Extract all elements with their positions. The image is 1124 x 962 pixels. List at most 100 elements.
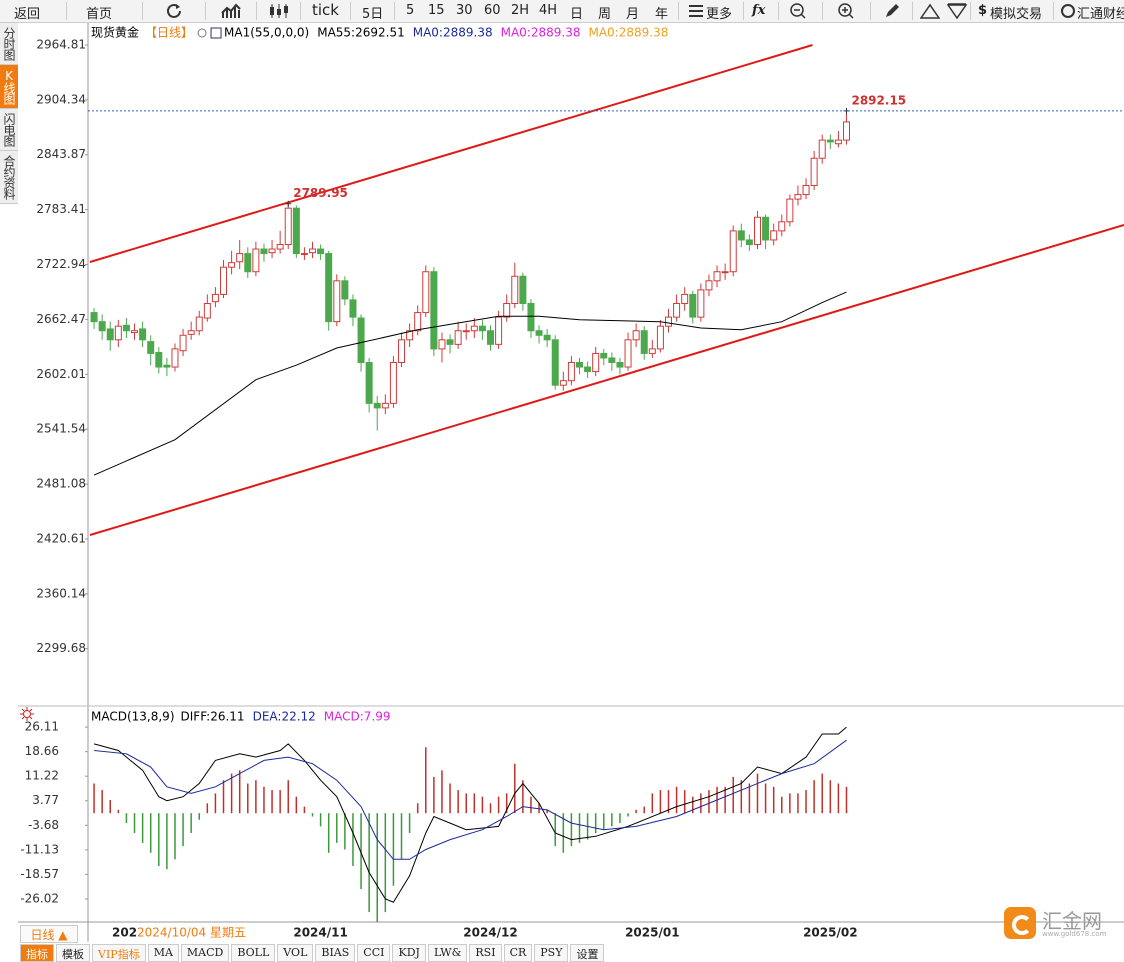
legend-item: MA0:2889.38 bbox=[588, 26, 668, 40]
indicator-tab[interactable]: CCI bbox=[357, 944, 391, 962]
indicator-tab[interactable]: 模板 bbox=[56, 944, 90, 962]
settings-icon[interactable] bbox=[20, 707, 34, 721]
separator bbox=[205, 2, 206, 20]
candle-body bbox=[705, 280, 713, 291]
indicator-tab[interactable]: VOL bbox=[277, 944, 314, 962]
refresh-icon[interactable] bbox=[166, 3, 184, 19]
candle-body bbox=[406, 330, 414, 341]
candle-body bbox=[600, 352, 608, 359]
candle-body bbox=[810, 157, 818, 186]
separator bbox=[912, 2, 913, 20]
candle-body bbox=[244, 253, 252, 273]
candle-body bbox=[737, 230, 745, 241]
formula-button[interactable]: fx bbox=[752, 3, 766, 18]
candle-body bbox=[826, 139, 834, 143]
side-tab[interactable]: 闪电图 bbox=[0, 109, 18, 151]
candle-body bbox=[398, 339, 406, 364]
y-tick-label: 2299.68 bbox=[36, 641, 86, 655]
legend-title: MACD(13,8,9) bbox=[91, 710, 175, 724]
zoom-in-icon[interactable] bbox=[837, 3, 855, 19]
candle-body bbox=[567, 362, 575, 382]
candle-body bbox=[632, 330, 640, 341]
chart-icon[interactable] bbox=[221, 3, 241, 19]
sim-trade-button[interactable]: 模拟交易 bbox=[990, 7, 1043, 22]
indicator-tab[interactable]: 设置 bbox=[570, 944, 605, 962]
period-button[interactable]: 30 bbox=[456, 3, 473, 18]
zoom-out-icon[interactable] bbox=[789, 3, 807, 19]
candle-body bbox=[90, 312, 98, 323]
candle-body bbox=[422, 271, 430, 314]
period-button[interactable]: 60 bbox=[484, 3, 501, 18]
indicator-tab[interactable]: RSI bbox=[469, 944, 502, 962]
indicator-tab[interactable]: MA bbox=[147, 944, 179, 962]
period-button[interactable]: 15 bbox=[428, 3, 445, 18]
candle-body bbox=[292, 207, 300, 255]
period-button[interactable]: 日 bbox=[570, 7, 584, 22]
legend-item: MACD:7.99 bbox=[324, 710, 391, 724]
candle-body bbox=[786, 198, 794, 223]
indicator-tab[interactable]: BIAS bbox=[315, 944, 356, 962]
candle-body bbox=[381, 402, 389, 409]
candle-body bbox=[309, 248, 317, 254]
period-button[interactable]: 2H bbox=[511, 3, 530, 18]
indicator-tab[interactable]: PSY bbox=[534, 944, 569, 962]
indicator-tab[interactable]: LW& bbox=[427, 944, 468, 962]
pencil-icon[interactable] bbox=[884, 3, 900, 19]
side-tab[interactable]: K线图 bbox=[0, 65, 18, 109]
separator bbox=[142, 2, 143, 20]
indicator-tab[interactable]: BOLL bbox=[231, 944, 276, 962]
period-button[interactable]: 月 bbox=[626, 7, 640, 22]
back-button[interactable]: 返回 bbox=[14, 7, 41, 22]
more-button[interactable]: 更多 bbox=[706, 7, 733, 22]
candle-icon[interactable] bbox=[268, 3, 290, 19]
y-tick-label: -11.13 bbox=[20, 842, 59, 856]
separator bbox=[394, 2, 395, 20]
triangle-down-icon[interactable] bbox=[947, 3, 967, 19]
high-label: 2892.15 bbox=[851, 93, 906, 107]
period-button[interactable]: 5 bbox=[406, 3, 415, 18]
candle-body bbox=[373, 402, 381, 409]
period-button[interactable]: 4H bbox=[539, 3, 558, 18]
side-tab[interactable]: 分时图 bbox=[0, 23, 18, 65]
y-tick-label: 2843.87 bbox=[36, 147, 86, 161]
candle-body bbox=[438, 339, 446, 350]
dollar-icon[interactable]: $ bbox=[978, 3, 988, 18]
period-button[interactable]: 周 bbox=[598, 7, 612, 22]
separator bbox=[350, 2, 351, 20]
period-selector[interactable]: 日线 ▲ bbox=[20, 925, 78, 943]
y-tick-label: 2722.94 bbox=[36, 257, 86, 271]
indicator-tab[interactable]: MACD bbox=[180, 944, 230, 962]
candle-body bbox=[114, 325, 122, 341]
side-tab[interactable]: 合约资料 bbox=[0, 151, 18, 204]
indicator-tab[interactable]: KDJ bbox=[392, 944, 426, 962]
triangle-up-icon[interactable] bbox=[920, 3, 940, 19]
candle-body bbox=[462, 330, 470, 333]
brand-button[interactable]: 汇通财经 bbox=[1077, 7, 1124, 22]
menu-icon[interactable] bbox=[689, 5, 703, 17]
candle-body bbox=[300, 253, 308, 256]
period-button[interactable]: tick bbox=[312, 1, 339, 19]
line-series bbox=[93, 726, 847, 903]
indicator-tab[interactable]: 指标 bbox=[20, 944, 54, 962]
indicator-tab[interactable]: VIP指标 bbox=[92, 944, 146, 962]
candle-body bbox=[697, 289, 705, 318]
candle-body bbox=[446, 339, 454, 345]
line-series bbox=[93, 291, 847, 476]
candle-body bbox=[624, 339, 632, 368]
candle-body bbox=[487, 330, 495, 345]
y-tick-label: 2964.81 bbox=[36, 37, 86, 51]
period-button[interactable]: 年 bbox=[655, 7, 669, 22]
y-tick-label: 3.77 bbox=[32, 793, 59, 807]
watermark-url: www.gold678.com bbox=[1042, 930, 1107, 938]
y-tick-label: 2541.54 bbox=[36, 422, 86, 436]
indicator-tab[interactable]: CR bbox=[503, 944, 533, 962]
candle-body bbox=[139, 328, 147, 341]
candle-body bbox=[317, 248, 325, 255]
bottom-tabs: 指标 模板 VIP指标 MA MACD BOLL VOL BIAS CCI KDJ LW& RSI CR… bbox=[20, 944, 606, 962]
candle-body bbox=[163, 364, 171, 368]
candle-body bbox=[673, 302, 681, 318]
home-button[interactable]: 首页 bbox=[86, 7, 113, 22]
period-button[interactable]: 5日 bbox=[362, 7, 384, 22]
candle-body bbox=[252, 248, 260, 273]
candle-body bbox=[592, 352, 600, 373]
